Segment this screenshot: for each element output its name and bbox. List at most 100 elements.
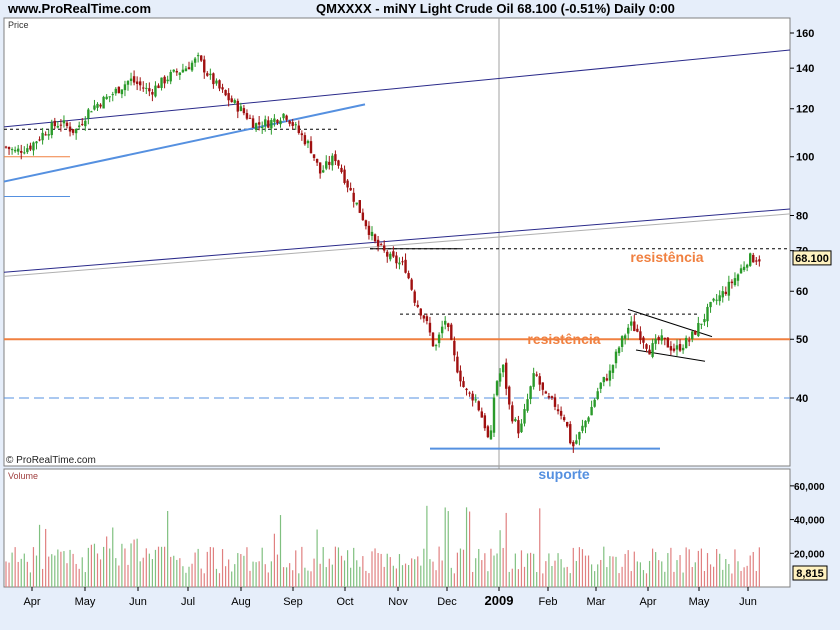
- volume-bar: [75, 563, 77, 587]
- volume-bar: [228, 559, 230, 587]
- volume-bar: [255, 562, 257, 587]
- volume-bar: [173, 555, 175, 587]
- candle-body: [511, 405, 514, 422]
- volume-bar: [179, 558, 181, 587]
- candle-body: [215, 80, 218, 84]
- volume-bar: [142, 557, 144, 587]
- candle-body: [440, 326, 444, 334]
- volume-bar: [225, 566, 227, 587]
- candle-body: [520, 423, 523, 433]
- candle-body: [709, 301, 712, 308]
- candle-body: [105, 96, 108, 100]
- volume-bar: [331, 564, 333, 587]
- candle-body: [172, 69, 175, 72]
- volume-bar: [96, 553, 99, 587]
- annotation-label: suporte: [538, 466, 590, 482]
- candle-body: [23, 152, 26, 154]
- candle-body: [444, 320, 447, 325]
- volume-bar: [258, 561, 260, 587]
- volume-bar: [569, 573, 571, 587]
- candle-body: [4, 146, 8, 148]
- volume-bar: [365, 570, 367, 587]
- volume-bar: [127, 564, 129, 587]
- candle-body: [145, 87, 148, 89]
- volume-bar: [691, 567, 693, 587]
- volume-bar: [755, 570, 757, 587]
- volume-bar: [206, 551, 208, 587]
- candle-body: [648, 349, 651, 355]
- candle-body: [456, 356, 459, 373]
- volume-bar: [112, 527, 114, 587]
- price-tick-label: 100: [796, 152, 814, 164]
- candle-body: [160, 77, 163, 88]
- volume-bar: [706, 553, 709, 587]
- volume-bar: [231, 571, 233, 587]
- month-label: Jul: [181, 596, 195, 608]
- candle-body: [386, 251, 389, 257]
- candle-body: [575, 440, 578, 444]
- volume-bar: [292, 570, 294, 587]
- volume-bar: [45, 528, 47, 587]
- volume-bar: [432, 561, 434, 587]
- candle-body: [227, 93, 230, 101]
- candle-body: [642, 337, 645, 343]
- volume-bar: [600, 559, 602, 587]
- volume-bar: [615, 556, 617, 587]
- volume-bar: [398, 554, 401, 587]
- volume-bar: [209, 546, 211, 587]
- candle-body: [678, 344, 682, 351]
- candle-body: [129, 78, 133, 81]
- candle-body: [431, 332, 435, 347]
- volume-bar: [167, 510, 169, 587]
- volume-bar: [154, 549, 157, 587]
- candle-body: [65, 122, 69, 127]
- volume-bar: [658, 560, 660, 587]
- candle-body: [712, 298, 715, 301]
- volume-bar: [652, 548, 654, 587]
- volume-bar: [554, 560, 556, 587]
- candle-body: [157, 85, 160, 89]
- volume-bar: [17, 561, 19, 587]
- candle-body: [196, 55, 200, 57]
- volume-bar: [563, 567, 565, 587]
- volume-bar: [542, 573, 544, 587]
- candle-body: [672, 348, 676, 351]
- candle-body: [697, 323, 700, 337]
- candle-body: [505, 362, 508, 389]
- volume-bar: [246, 547, 248, 587]
- candle-body: [721, 291, 724, 298]
- volume-bar: [465, 507, 468, 587]
- candle-body: [450, 324, 453, 340]
- month-label: Oct: [336, 596, 353, 608]
- volume-bar: [203, 573, 205, 587]
- volume-bar: [581, 549, 584, 587]
- volume-bar: [725, 559, 727, 587]
- volume-bar: [734, 549, 736, 587]
- volume-bar: [655, 552, 657, 587]
- candle-body: [562, 417, 566, 421]
- candle-body: [547, 396, 551, 398]
- candle-body: [569, 424, 572, 444]
- volume-bar: [151, 559, 153, 587]
- candle-body: [248, 117, 252, 119]
- candle-body: [596, 391, 599, 399]
- candle-body: [10, 149, 14, 151]
- candle-body: [206, 73, 209, 76]
- volume-bar: [435, 570, 437, 587]
- volume-bar: [289, 563, 291, 587]
- candle-body: [633, 321, 636, 332]
- volume-bar: [740, 570, 742, 587]
- volume-bar: [310, 571, 312, 587]
- volume-bar: [502, 547, 504, 587]
- candle-body: [556, 409, 560, 412]
- candle-body: [459, 370, 462, 382]
- month-label: Feb: [539, 596, 558, 608]
- candle-body: [257, 122, 261, 125]
- lower-channel-line: [3, 208, 791, 273]
- candle-body: [267, 120, 270, 128]
- candle-body: [279, 120, 282, 125]
- candle-body: [581, 425, 584, 431]
- candle-body: [453, 340, 456, 356]
- volume-bar: [350, 567, 352, 587]
- price-tick-label: 50: [796, 334, 808, 346]
